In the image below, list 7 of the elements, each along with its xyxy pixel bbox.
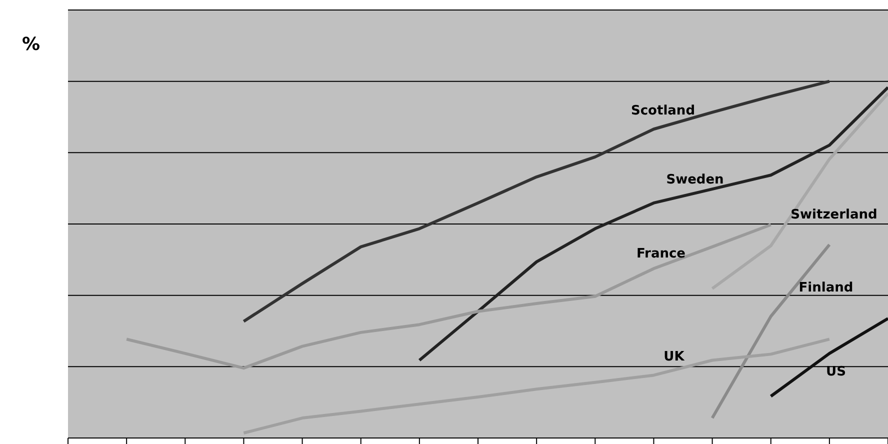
series-label: UK — [664, 350, 684, 364]
series-label: Sweden — [666, 172, 724, 188]
series-label: Scotland — [630, 104, 696, 118]
series-label: France — [636, 246, 686, 262]
y-axis-title: % — [22, 34, 40, 55]
series-label: Finland — [798, 280, 854, 296]
series-label: Switzerland — [790, 208, 878, 222]
